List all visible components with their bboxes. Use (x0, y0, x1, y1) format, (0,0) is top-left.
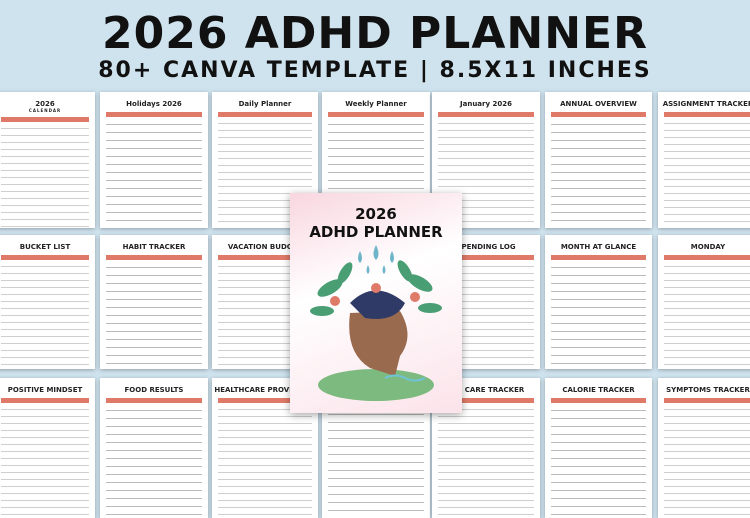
page-heading: CALORIE TRACKER (562, 386, 635, 394)
header-bar (664, 112, 750, 117)
page-heading: 2026 (35, 100, 55, 108)
header-bar (664, 398, 750, 403)
ruled-lines (106, 403, 202, 518)
ruled-lines (551, 260, 646, 369)
planner-cover: 2026 ADHD PLANNER (290, 193, 462, 413)
header-bar (551, 255, 646, 260)
page-heading: SPENDING LOG (456, 243, 516, 251)
page-heading: ANNUAL OVERVIEW (560, 100, 637, 108)
header-bar (1, 117, 89, 122)
page-heading: ASSIGNMENT TRACKER (662, 100, 750, 108)
header-bar (218, 398, 312, 403)
header-bar (1, 398, 89, 403)
page-heading: EYE CARE TRACKER (447, 386, 525, 394)
planner-page: FOOD RESULTS (100, 378, 208, 518)
planner-page: 2026 CALENDAR (0, 92, 95, 228)
planner-page: ASSIGNMENT TRACKER (658, 92, 750, 228)
header-bar (218, 112, 312, 117)
page-heading: VACATION BUDGET (227, 243, 303, 251)
page-heading: HEALTHCARE PROVIDER V (214, 386, 316, 394)
header-bar (438, 112, 534, 117)
header-bar (218, 255, 312, 260)
header-bar (438, 398, 534, 403)
ruled-lines (106, 117, 202, 228)
ruled-lines (1, 260, 89, 369)
page-title: 2026 ADHD PLANNER (102, 8, 648, 59)
planner-page: ANNUAL OVERVIEW (545, 92, 652, 228)
planner-page: Holidays 2026 (100, 92, 208, 228)
ruled-lines (664, 260, 750, 369)
page-heading: HABIT TRACKER (122, 243, 186, 251)
ruled-lines (664, 403, 750, 518)
planner-page: MONDAY (658, 235, 750, 369)
page-heading: SYMPTOMS TRACKER (666, 386, 750, 394)
header-bar (106, 398, 202, 403)
ruled-lines (551, 403, 646, 518)
planner-page: SYMPTOMS TRACKER (658, 378, 750, 518)
cover-title-year: 2026 (355, 205, 397, 223)
page-heading: Daily Planner (238, 100, 292, 108)
planner-page: HABIT TRACKER (100, 235, 208, 369)
head-with-leaves-illustration (310, 245, 442, 401)
header-bar (106, 112, 202, 117)
page-heading: MONDAY (690, 243, 726, 251)
header-bar (106, 255, 202, 260)
header-bar (1, 255, 89, 260)
cover-title: ADHD PLANNER (309, 223, 443, 241)
header-bar (438, 255, 534, 260)
header-bar (328, 112, 424, 117)
page-heading: BUCKET LIST (19, 243, 71, 251)
ruled-lines (1, 403, 89, 518)
ruled-lines (106, 260, 202, 369)
ruled-lines (438, 403, 534, 518)
ruled-lines (1, 122, 89, 228)
page-heading: POSITIVE MINDSET (7, 386, 83, 394)
page-heading: January 2026 (460, 100, 512, 108)
page-heading: Weekly Planner (345, 100, 407, 108)
page-heading: MONTH AT GLANCE (560, 243, 637, 251)
page-heading: Holidays 2026 (126, 100, 182, 108)
ruled-lines (551, 117, 646, 228)
ruled-lines (218, 403, 312, 518)
header-bar (664, 255, 750, 260)
planner-page: MONTH AT GLANCE (545, 235, 652, 369)
header-bar (551, 112, 646, 117)
page-subheading: CALENDAR (28, 108, 62, 113)
page-heading: FOOD RESULTS (124, 386, 184, 394)
planner-page: CALORIE TRACKER (545, 378, 652, 518)
page-subtitle: 80+ CANVA TEMPLATE | 8.5X11 INCHES (98, 58, 652, 83)
ruled-lines (664, 117, 750, 228)
header-bar (551, 398, 646, 403)
planner-page: POSITIVE MINDSET (0, 378, 95, 518)
planner-page: BUCKET LIST (0, 235, 95, 369)
